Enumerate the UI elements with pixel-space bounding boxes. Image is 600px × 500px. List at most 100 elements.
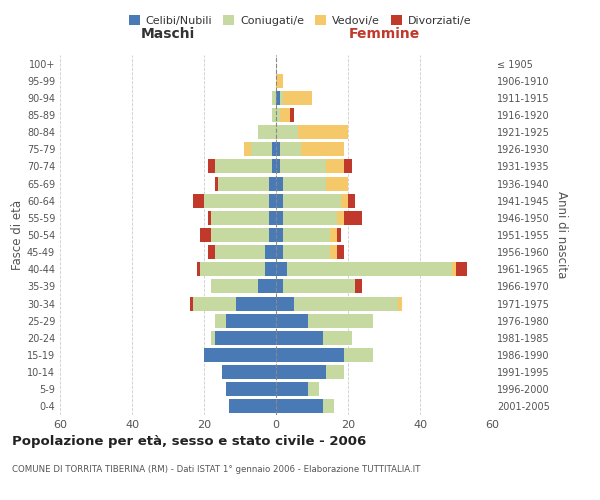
Bar xyxy=(330,228,337,242)
Bar xyxy=(280,91,283,105)
Bar xyxy=(193,296,236,310)
Bar xyxy=(276,160,280,173)
Bar xyxy=(344,160,352,173)
Bar xyxy=(197,262,200,276)
Bar xyxy=(204,194,269,207)
Bar xyxy=(215,176,218,190)
Bar xyxy=(251,142,272,156)
Bar xyxy=(298,125,348,139)
Bar xyxy=(208,245,215,259)
Bar xyxy=(200,228,211,242)
Bar xyxy=(283,91,312,105)
Bar xyxy=(211,211,269,225)
Bar xyxy=(330,245,337,259)
Bar xyxy=(276,382,308,396)
Bar xyxy=(280,142,301,156)
Bar xyxy=(208,211,211,225)
Bar xyxy=(276,228,283,242)
Bar xyxy=(283,194,341,207)
Bar xyxy=(215,331,276,345)
Bar xyxy=(276,296,294,310)
Bar xyxy=(287,262,452,276)
Bar xyxy=(229,400,276,413)
Bar xyxy=(326,176,348,190)
Bar xyxy=(215,160,272,173)
Bar xyxy=(193,194,204,207)
Y-axis label: Fasce di età: Fasce di età xyxy=(11,200,24,270)
Bar xyxy=(208,160,215,173)
Bar xyxy=(211,228,269,242)
Bar xyxy=(226,314,276,328)
Bar xyxy=(337,211,344,225)
Bar xyxy=(283,176,326,190)
Bar xyxy=(283,211,337,225)
Text: COMUNE DI TORRITA TIBERINA (RM) - Dati ISTAT 1° gennaio 2006 - Elaborazione TUTT: COMUNE DI TORRITA TIBERINA (RM) - Dati I… xyxy=(12,465,421,474)
Bar xyxy=(244,142,251,156)
Bar xyxy=(452,262,456,276)
Bar xyxy=(276,211,283,225)
Bar xyxy=(204,348,276,362)
Bar xyxy=(269,194,276,207)
Bar xyxy=(276,74,283,88)
Bar xyxy=(276,142,280,156)
Bar xyxy=(301,142,344,156)
Bar xyxy=(276,108,280,122)
Bar xyxy=(215,245,265,259)
Bar xyxy=(280,108,290,122)
Bar xyxy=(276,176,283,190)
Bar xyxy=(222,365,276,379)
Bar xyxy=(326,160,344,173)
Y-axis label: Anni di nascita: Anni di nascita xyxy=(555,192,568,278)
Bar xyxy=(337,228,341,242)
Bar xyxy=(308,382,319,396)
Text: Femmine: Femmine xyxy=(349,28,419,42)
Bar xyxy=(211,280,258,293)
Bar xyxy=(344,211,362,225)
Bar xyxy=(265,262,276,276)
Bar xyxy=(323,400,334,413)
Bar xyxy=(341,194,348,207)
Bar xyxy=(283,228,330,242)
Bar xyxy=(276,280,283,293)
Bar xyxy=(337,245,344,259)
Bar xyxy=(258,125,276,139)
Bar xyxy=(265,245,276,259)
Bar xyxy=(258,280,276,293)
Bar xyxy=(355,280,362,293)
Text: Popolazione per età, sesso e stato civile - 2006: Popolazione per età, sesso e stato civil… xyxy=(12,435,366,448)
Bar xyxy=(283,245,330,259)
Bar xyxy=(236,296,276,310)
Bar xyxy=(398,296,402,310)
Bar xyxy=(276,245,283,259)
Bar xyxy=(290,108,294,122)
Bar xyxy=(308,314,373,328)
Bar xyxy=(269,228,276,242)
Bar xyxy=(218,176,269,190)
Bar xyxy=(272,91,276,105)
Bar xyxy=(280,160,326,173)
Bar xyxy=(344,348,373,362)
Bar xyxy=(294,296,398,310)
Text: Maschi: Maschi xyxy=(141,28,195,42)
Bar xyxy=(276,125,298,139)
Legend: Celibi/Nubili, Coniugati/e, Vedovi/e, Divorziati/e: Celibi/Nubili, Coniugati/e, Vedovi/e, Di… xyxy=(124,10,476,30)
Bar xyxy=(323,331,352,345)
Bar xyxy=(276,348,344,362)
Bar xyxy=(276,331,323,345)
Bar xyxy=(276,194,283,207)
Bar xyxy=(226,382,276,396)
Bar xyxy=(215,314,226,328)
Bar xyxy=(272,160,276,173)
Bar xyxy=(211,331,215,345)
Bar xyxy=(348,194,355,207)
Bar xyxy=(269,211,276,225)
Bar xyxy=(276,314,308,328)
Bar xyxy=(272,142,276,156)
Bar xyxy=(272,108,276,122)
Bar xyxy=(276,400,323,413)
Bar xyxy=(326,365,344,379)
Bar xyxy=(276,262,287,276)
Bar xyxy=(269,176,276,190)
Bar xyxy=(276,91,280,105)
Bar xyxy=(456,262,467,276)
